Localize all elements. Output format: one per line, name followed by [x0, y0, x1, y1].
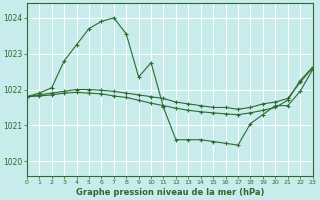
X-axis label: Graphe pression niveau de la mer (hPa): Graphe pression niveau de la mer (hPa): [76, 188, 264, 197]
